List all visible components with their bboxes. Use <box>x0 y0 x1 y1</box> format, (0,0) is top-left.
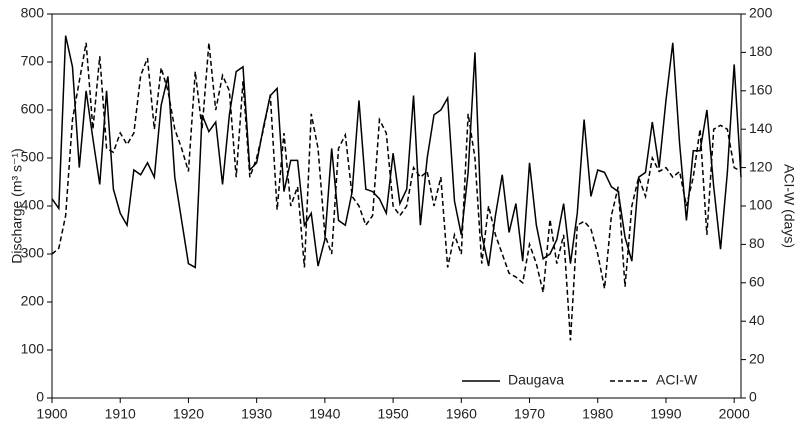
x-tick-label: 1930 <box>241 406 272 422</box>
y2-tick-label: 120 <box>749 158 773 174</box>
x-tick-label: 1900 <box>36 406 67 422</box>
x-tick-label: 1940 <box>309 406 340 422</box>
x-tick-label: 1970 <box>514 406 545 422</box>
x-tick-label: 2000 <box>719 406 750 422</box>
y2-tick-label: 160 <box>749 82 773 98</box>
x-tick-label: 1950 <box>378 406 409 422</box>
y2-tick-label: 200 <box>749 5 773 21</box>
y-tick-label: 100 <box>21 341 45 357</box>
y-tick-label: 600 <box>21 101 45 117</box>
y2-tick-label: 60 <box>749 274 765 290</box>
y2-tick-label: 0 <box>749 389 757 405</box>
y-tick-label: 700 <box>21 53 45 69</box>
y-tick-label: 500 <box>21 149 45 165</box>
y2-tick-label: 40 <box>749 312 765 328</box>
y2-tick-label: 80 <box>749 235 765 251</box>
series-line <box>51 35 742 269</box>
y-axis-label: Discharge (m³ s⁻¹) <box>9 148 25 264</box>
y-tick-label: 300 <box>21 245 45 261</box>
y2-tick-label: 100 <box>749 197 773 213</box>
y2-tick-label: 140 <box>749 120 773 136</box>
y-tick-label: 200 <box>21 293 45 309</box>
x-tick-label: 1910 <box>105 406 136 422</box>
y-tick-label: 400 <box>21 197 45 213</box>
x-tick-label: 1980 <box>582 406 613 422</box>
x-tick-label: 1960 <box>446 406 477 422</box>
y2-tick-label: 20 <box>749 350 765 366</box>
legend-label: ACI-W <box>656 372 698 388</box>
legend-label: Daugava <box>508 372 564 388</box>
plot-frame <box>51 13 742 399</box>
x-tick-label: 1990 <box>650 406 681 422</box>
y2-axis-label: ACI-W (days) <box>781 164 797 248</box>
y-tick-label: 800 <box>21 5 45 21</box>
series-line <box>51 42 742 341</box>
x-tick-label: 1920 <box>173 406 204 422</box>
y-tick-label: 0 <box>36 389 44 405</box>
y2-tick-label: 180 <box>749 43 773 59</box>
